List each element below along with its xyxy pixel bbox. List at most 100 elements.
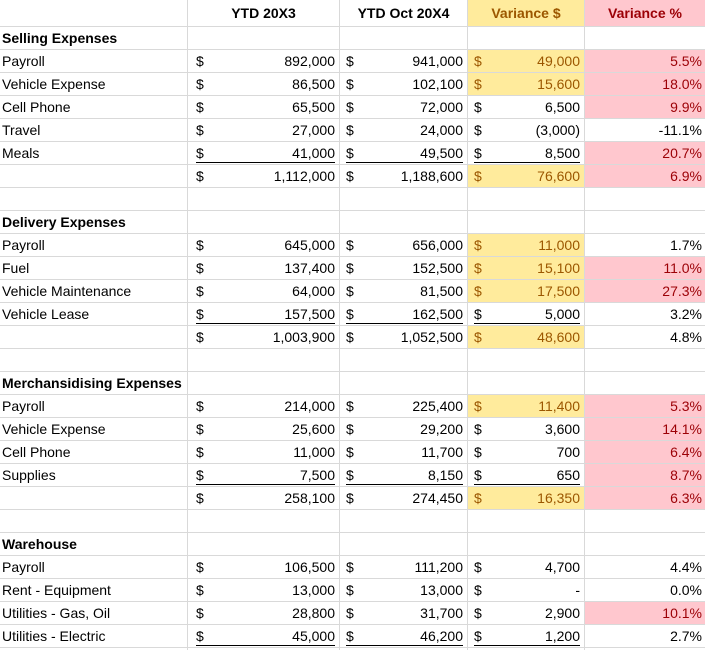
- empty-cell[interactable]: [188, 211, 340, 233]
- empty-cell[interactable]: [468, 349, 585, 371]
- row-label[interactable]: Payroll: [0, 395, 188, 417]
- section-title[interactable]: Selling Expenses: [0, 27, 188, 49]
- variance-percent-cell[interactable]: 9.9%: [585, 96, 705, 118]
- empty-cell[interactable]: [0, 188, 188, 210]
- row-label[interactable]: Cell Phone: [0, 441, 188, 463]
- variance-dollar-cell[interactable]: $4,700: [468, 556, 585, 578]
- ytd-oct-20x4-cell[interactable]: $81,500: [340, 280, 468, 302]
- variance-percent-cell[interactable]: 10.1%: [585, 602, 705, 624]
- row-label[interactable]: Fuel: [0, 257, 188, 279]
- variance-dollar-cell[interactable]: $5,000: [468, 303, 585, 325]
- variance-percent-cell[interactable]: 3.2%: [670, 306, 702, 322]
- ytd-oct-20x4-cell[interactable]: $162,500: [340, 303, 468, 325]
- row-label[interactable]: Meals: [0, 142, 188, 164]
- ytd-20x3-cell[interactable]: $41,000: [188, 142, 340, 164]
- header-variance-dollar[interactable]: Variance $: [468, 0, 585, 26]
- empty-cell[interactable]: [468, 510, 585, 532]
- ytd-20x3-cell[interactable]: $137,400: [188, 257, 340, 279]
- variance-dollar-cell[interactable]: $3,600: [468, 418, 585, 440]
- ytd-oct-20x4-cell[interactable]: $274,450: [340, 487, 468, 509]
- variance-percent-cell[interactable]: 5.5%: [585, 50, 705, 72]
- variance-percent-cell[interactable]: 6.9%: [585, 165, 705, 187]
- variance-percent-cell[interactable]: 18.0%: [585, 73, 705, 95]
- ytd-20x3-cell[interactable]: $27,000: [188, 119, 340, 141]
- ytd-20x3-cell[interactable]: $11,000: [188, 441, 340, 463]
- empty-cell[interactable]: [0, 326, 188, 348]
- empty-cell[interactable]: [188, 27, 340, 49]
- ytd-oct-20x4-cell[interactable]: $102,100: [340, 73, 468, 95]
- empty-cell[interactable]: [468, 188, 585, 210]
- ytd-20x3-cell[interactable]: $193,300: [188, 648, 340, 650]
- variance-dollar-cell[interactable]: $17,500: [468, 280, 585, 302]
- empty-cell[interactable]: [0, 487, 188, 509]
- ytd-oct-20x4-cell[interactable]: $152,500: [340, 257, 468, 279]
- empty-cell[interactable]: [468, 533, 585, 555]
- ytd-20x3-cell[interactable]: $65,500: [188, 96, 340, 118]
- row-label[interactable]: Vehicle Expense: [0, 418, 188, 440]
- ytd-oct-20x4-cell[interactable]: $656,000: [340, 234, 468, 256]
- ytd-20x3-cell[interactable]: $25,600: [188, 418, 340, 440]
- ytd-20x3-cell[interactable]: $28,800: [188, 602, 340, 624]
- empty-cell[interactable]: [340, 533, 468, 555]
- row-label[interactable]: Cell Phone: [0, 96, 188, 118]
- variance-percent-cell[interactable]: -11.1%: [658, 122, 702, 138]
- row-label[interactable]: Vehicle Lease: [0, 303, 188, 325]
- ytd-oct-20x4-cell[interactable]: $24,000: [340, 119, 468, 141]
- variance-percent-cell[interactable]: 20.7%: [585, 142, 705, 164]
- variance-dollar-cell[interactable]: $1,200: [468, 625, 585, 647]
- empty-cell[interactable]: [585, 349, 705, 371]
- header-variance-percent[interactable]: Variance %: [585, 0, 705, 26]
- empty-cell[interactable]: [340, 372, 468, 394]
- ytd-oct-20x4-cell[interactable]: $202,100: [340, 648, 468, 650]
- ytd-20x3-cell[interactable]: $1,003,900: [188, 326, 340, 348]
- row-label[interactable]: Payroll: [0, 50, 188, 72]
- empty-cell[interactable]: [468, 27, 585, 49]
- empty-cell[interactable]: [0, 648, 188, 650]
- empty-cell[interactable]: [188, 349, 340, 371]
- variance-dollar-cell[interactable]: $11,400: [468, 395, 585, 417]
- empty-cell[interactable]: [0, 349, 188, 371]
- ytd-oct-20x4-cell[interactable]: $13,000: [340, 579, 468, 601]
- ytd-20x3-cell[interactable]: $892,000: [188, 50, 340, 72]
- empty-cell[interactable]: [468, 372, 585, 394]
- ytd-20x3-cell[interactable]: $7,500: [188, 464, 340, 486]
- ytd-20x3-cell[interactable]: $1,112,000: [188, 165, 340, 187]
- ytd-oct-20x4-cell[interactable]: $46,200: [340, 625, 468, 647]
- section-title[interactable]: Delivery Expenses: [0, 211, 188, 233]
- empty-cell[interactable]: [585, 372, 705, 394]
- variance-dollar-cell[interactable]: $49,000: [468, 50, 585, 72]
- ytd-20x3-cell[interactable]: $157,500: [188, 303, 340, 325]
- empty-cell[interactable]: [188, 510, 340, 532]
- row-label[interactable]: Rent - Equipment: [0, 579, 188, 601]
- ytd-oct-20x4-cell[interactable]: $11,700: [340, 441, 468, 463]
- variance-percent-cell[interactable]: 0.0%: [670, 582, 702, 598]
- variance-dollar-cell[interactable]: $76,600: [468, 165, 585, 187]
- empty-cell[interactable]: [468, 211, 585, 233]
- variance-dollar-cell[interactable]: $15,600: [468, 73, 585, 95]
- variance-percent-cell[interactable]: 8.7%: [585, 464, 705, 486]
- row-label[interactable]: Payroll: [0, 556, 188, 578]
- empty-cell[interactable]: [188, 533, 340, 555]
- row-label[interactable]: Utilities - Electric: [0, 625, 188, 647]
- variance-percent-cell[interactable]: 4.8%: [670, 329, 702, 345]
- empty-cell[interactable]: [340, 349, 468, 371]
- ytd-20x3-cell[interactable]: $64,000: [188, 280, 340, 302]
- variance-percent-cell[interactable]: 6.4%: [585, 441, 705, 463]
- ytd-oct-20x4-cell[interactable]: $941,000: [340, 50, 468, 72]
- header-ytd-oct-20x4[interactable]: YTD Oct 20X4: [340, 0, 468, 26]
- variance-dollar-cell[interactable]: $6,500: [468, 96, 585, 118]
- header-ytd-20x3[interactable]: YTD 20X3: [188, 0, 340, 26]
- section-title[interactable]: Warehouse: [0, 533, 188, 555]
- ytd-20x3-cell[interactable]: $645,000: [188, 234, 340, 256]
- variance-percent-cell[interactable]: 14.1%: [585, 418, 705, 440]
- empty-cell[interactable]: [340, 211, 468, 233]
- variance-dollar-cell[interactable]: $2,900: [468, 602, 585, 624]
- empty-cell[interactable]: [0, 165, 188, 187]
- row-label[interactable]: Utilities - Gas, Oil: [0, 602, 188, 624]
- variance-dollar-cell[interactable]: $11,000: [468, 234, 585, 256]
- variance-percent-cell[interactable]: 5.3%: [585, 395, 705, 417]
- empty-cell[interactable]: [188, 188, 340, 210]
- variance-dollar-cell[interactable]: $ -: [468, 579, 585, 601]
- header-cell-label[interactable]: [0, 0, 188, 26]
- variance-percent-cell[interactable]: 2.7%: [670, 628, 702, 644]
